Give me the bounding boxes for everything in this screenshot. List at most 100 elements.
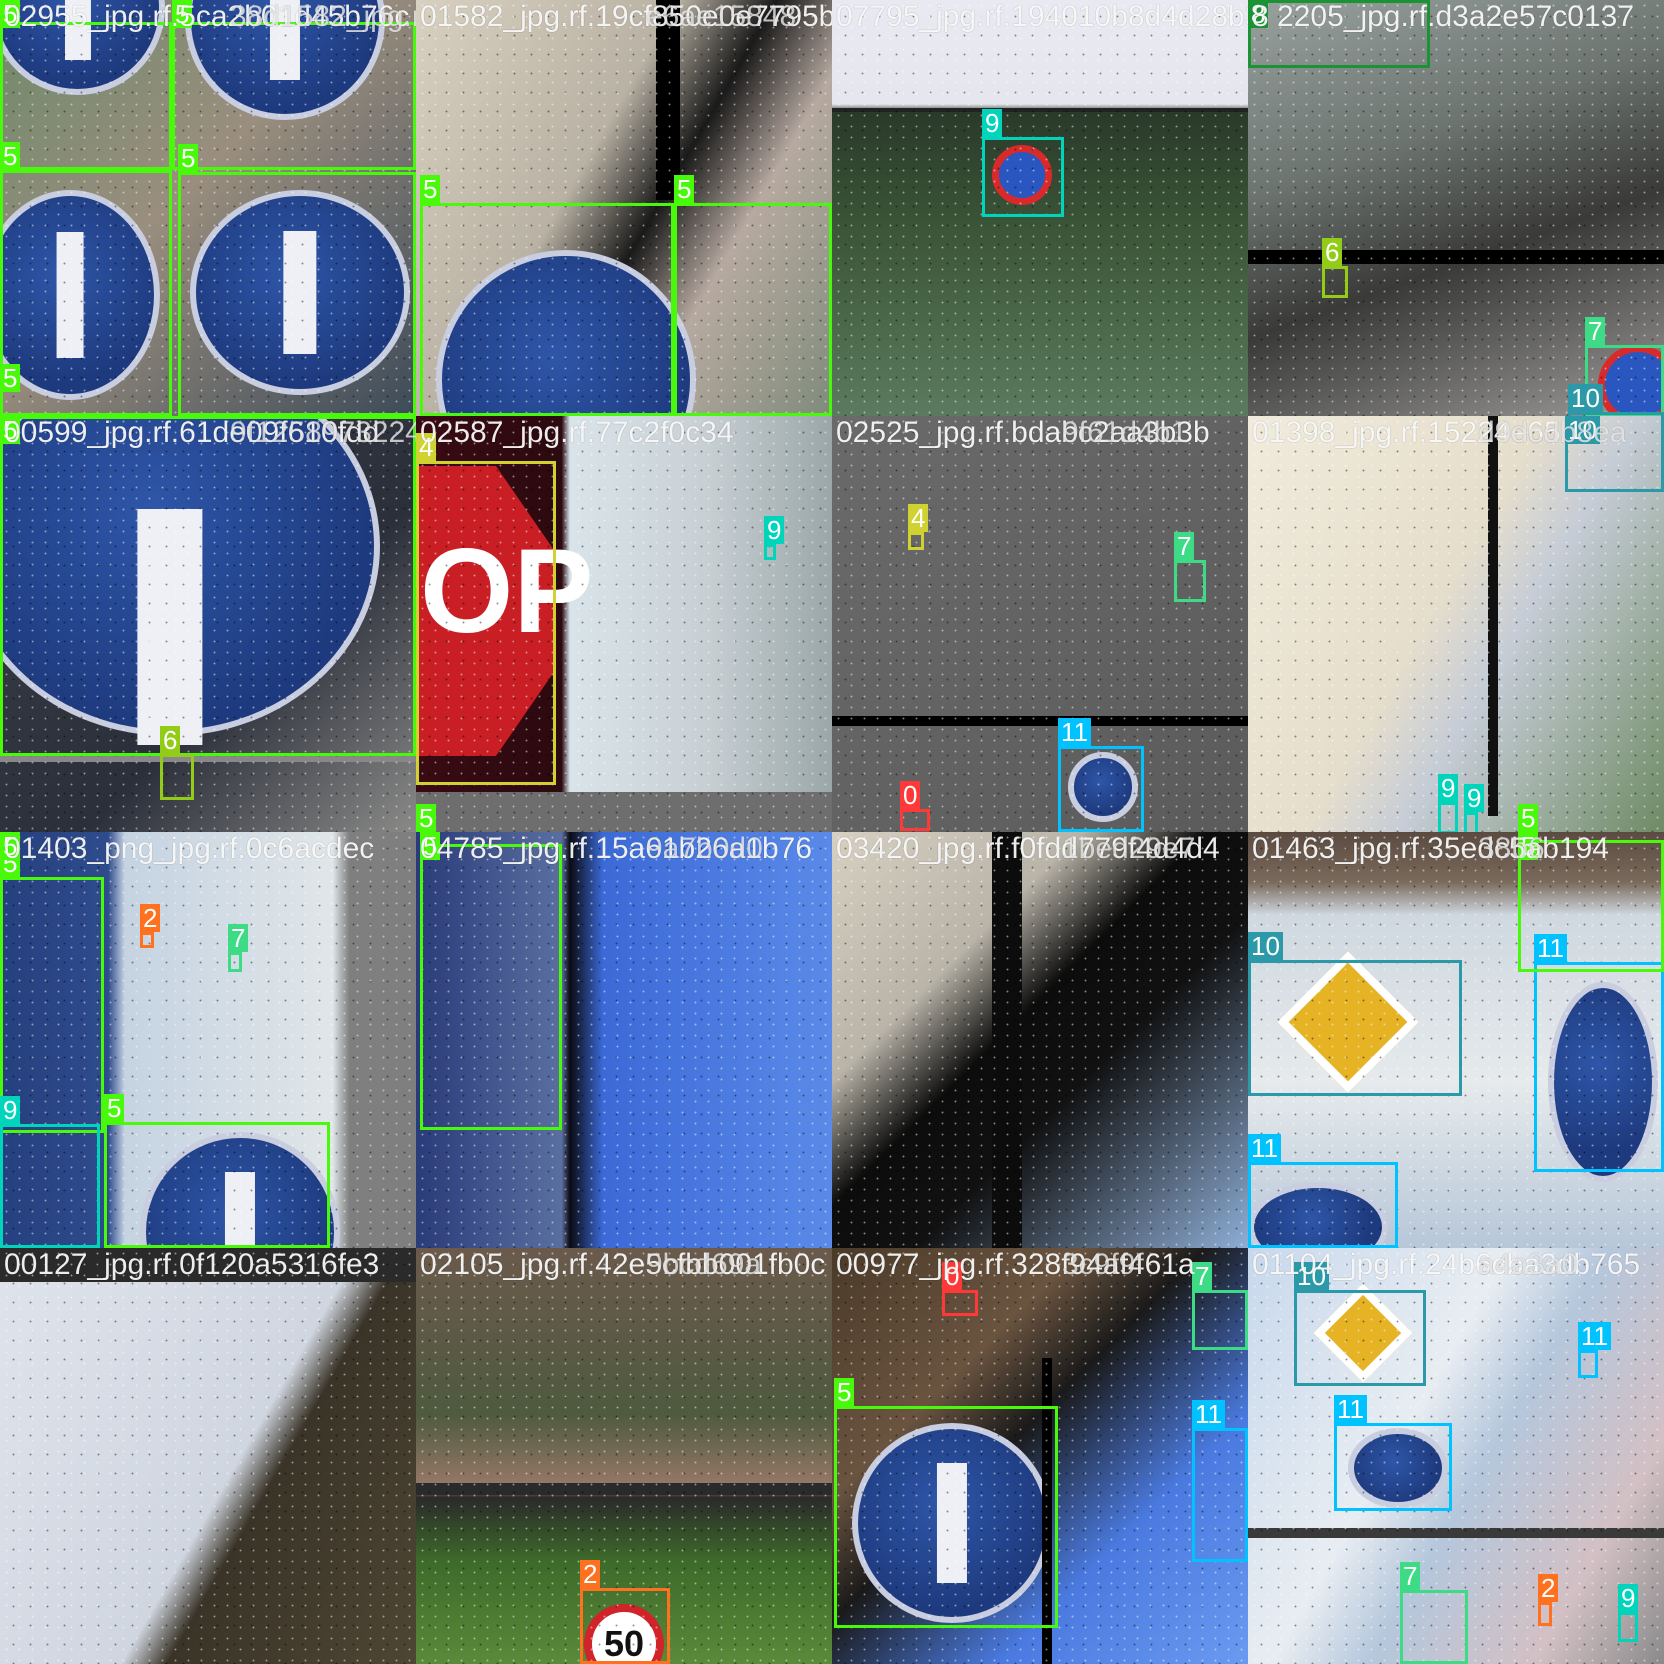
bbox-class-5 [0, 877, 104, 1133]
bbox-label: 7 [228, 924, 249, 952]
tile-filename: 01104_jpg.rf.24b6cba3db765 [1252, 1248, 1641, 1281]
bbox-label: 5 [178, 144, 199, 172]
bbox-label: 11 [1334, 1395, 1367, 1423]
bbox-label: 5 [1518, 832, 1539, 860]
tile-filename-overlap: 9a7b0d0 [646, 832, 763, 865]
bbox-class-2 [580, 1588, 670, 1664]
noise-overlay [1248, 1248, 1664, 1664]
mosaic-divider [0, 756, 416, 762]
tile-image [832, 0, 1248, 416]
bbox-class-11 [1578, 1350, 1598, 1378]
mosaic-divider [832, 716, 1248, 726]
tile-image [1248, 416, 1664, 832]
bbox-label: 11 [1192, 1400, 1225, 1428]
mosaic-tile: 5 5 01582_jpg.rf.19cf850e0e7795b e6ae15848 [416, 0, 832, 416]
noise-overlay [832, 832, 1248, 1248]
tile-filename-overlap: 9bcd69a [646, 1248, 762, 1281]
bbox-class-5 [1518, 840, 1664, 972]
mosaic-divider [1042, 1358, 1052, 1664]
noise-overlay [1248, 832, 1664, 1248]
tile-filename: 01463_jpg.rf.35edc5ab194 [1252, 832, 1609, 865]
bbox-class-5 [420, 844, 562, 1130]
bbox-label: 4 [416, 433, 437, 461]
bbox-label: 6 [1322, 238, 1343, 266]
bbox-class-9 [982, 137, 1064, 217]
bbox-class-5 [0, 22, 172, 170]
bbox-class-9 [764, 544, 776, 560]
bbox-label: 9 [0, 1096, 21, 1124]
mosaic-divider [1488, 416, 1498, 816]
turn-left-sign-icon [1348, 1428, 1448, 1508]
mosaic-divider [656, 0, 680, 200]
bbox-class-7 [1192, 1290, 1248, 1350]
bbox-class-11 [1058, 746, 1144, 832]
mosaic-tile: 8 6 7 10 8 2205_jpg.rf.d3a2e57c0137 [1248, 0, 1664, 416]
bbox-label: 11 [1058, 718, 1091, 746]
mosaic-tile: 5 2 7 9 5 5 01403_png_jpg.rf.0c6acdec [0, 832, 416, 1248]
bbox-label: 7 [1585, 317, 1606, 345]
bbox-label: 10 [1248, 932, 1283, 960]
bbox-class-7 [1400, 1590, 1468, 1664]
bbox-class-6 [1322, 266, 1348, 298]
bbox-class-2 [140, 932, 154, 948]
bbox-label: 11 [1248, 1134, 1281, 1162]
bbox-label: 6 [160, 726, 181, 754]
tile-filename-overlap: a4a3a0 [1478, 1248, 1579, 1281]
tile-filename: 00599_jpg.rf.61de09f610fdd [4, 416, 380, 449]
bbox-class-2 [1538, 1602, 1552, 1626]
tile-image [0, 1248, 416, 1664]
tile-image [832, 832, 1248, 1248]
bbox-class-7 [1174, 560, 1206, 602]
bbox-class-5 [104, 1122, 330, 1248]
bbox-label: 0 [942, 1262, 963, 1290]
bbox-class-5 [420, 203, 674, 416]
noise-overlay [0, 1248, 416, 1664]
noise-overlay [0, 416, 416, 832]
mosaic-tile: 5 5 5 5 5 02955_jpg.rf.5ca2b01d45b76c 38d1582_… [0, 0, 416, 416]
bbox-label: 10 [1294, 1262, 1329, 1290]
turn-right-sign-icon [1548, 982, 1658, 1182]
bbox-class-11 [1334, 1423, 1452, 1511]
bbox-label: 9 [982, 109, 1003, 137]
tile-filename-overlap: e6ae15848 [646, 0, 797, 33]
bbox-class-9 [1438, 802, 1458, 832]
bbox-label: 5 [0, 832, 21, 860]
tile-filename: 03420_jpg.rf.f0fdd779f4d4d4 [836, 832, 1220, 865]
mosaic-divider [1248, 250, 1664, 264]
noise-overlay [832, 1248, 1248, 1664]
bbox-class-7 [228, 952, 242, 972]
no-parking-sign-icon [992, 145, 1052, 205]
noise-overlay [416, 416, 832, 832]
speed-limit-sign-icon: 50 [584, 1604, 664, 1664]
turn-right-sign-icon [1068, 752, 1138, 822]
bbox-label: 11 [1534, 934, 1567, 962]
bbox-label: 2 [1538, 1574, 1559, 1602]
bbox-label: 2 [140, 904, 161, 932]
mosaic-divider [416, 792, 832, 832]
bbox-label: 7 [1174, 532, 1195, 560]
bbox-class-10 [1565, 416, 1664, 492]
bbox-class-0 [900, 809, 930, 831]
tile-filename: 02105_jpg.rf.42e5cfbb001fb0c [420, 1248, 826, 1281]
bbox-class-9 [1618, 1612, 1638, 1642]
bbox-class-10 [1248, 960, 1462, 1096]
bbox-label: 5 [0, 364, 21, 392]
tile-image [416, 832, 832, 1248]
mosaic-tile: 5 6 00599_jpg.rf.61de09f610fdd 9f1258973224… [0, 416, 416, 832]
bbox-class-5 [0, 170, 172, 416]
bbox-label: 5 [834, 1378, 855, 1406]
mosaic-tile: OP 4 9 5 02587_jpg.rf.77c2f0c34 [416, 416, 832, 832]
bbox-class-5 [834, 1406, 1058, 1628]
noise-overlay [416, 0, 832, 416]
tile-filename-overlap: d9dcdb8ea [1478, 416, 1627, 449]
tile-filename: 01582_jpg.rf.19cf850e0e7795b [420, 0, 832, 33]
bbox-class-11 [1192, 1428, 1248, 1562]
mosaic-tile: 9 07795_jpg.rf.194010b8d4d28b3e59 [832, 0, 1248, 416]
tile-filename: 02587_jpg.rf.77c2f0c34 [420, 416, 734, 449]
bbox-label: 5 [1518, 804, 1539, 832]
bbox-class-0 [942, 1290, 978, 1316]
bbox-label: 2 [580, 1560, 601, 1588]
bbox-label: 5 [420, 832, 441, 860]
